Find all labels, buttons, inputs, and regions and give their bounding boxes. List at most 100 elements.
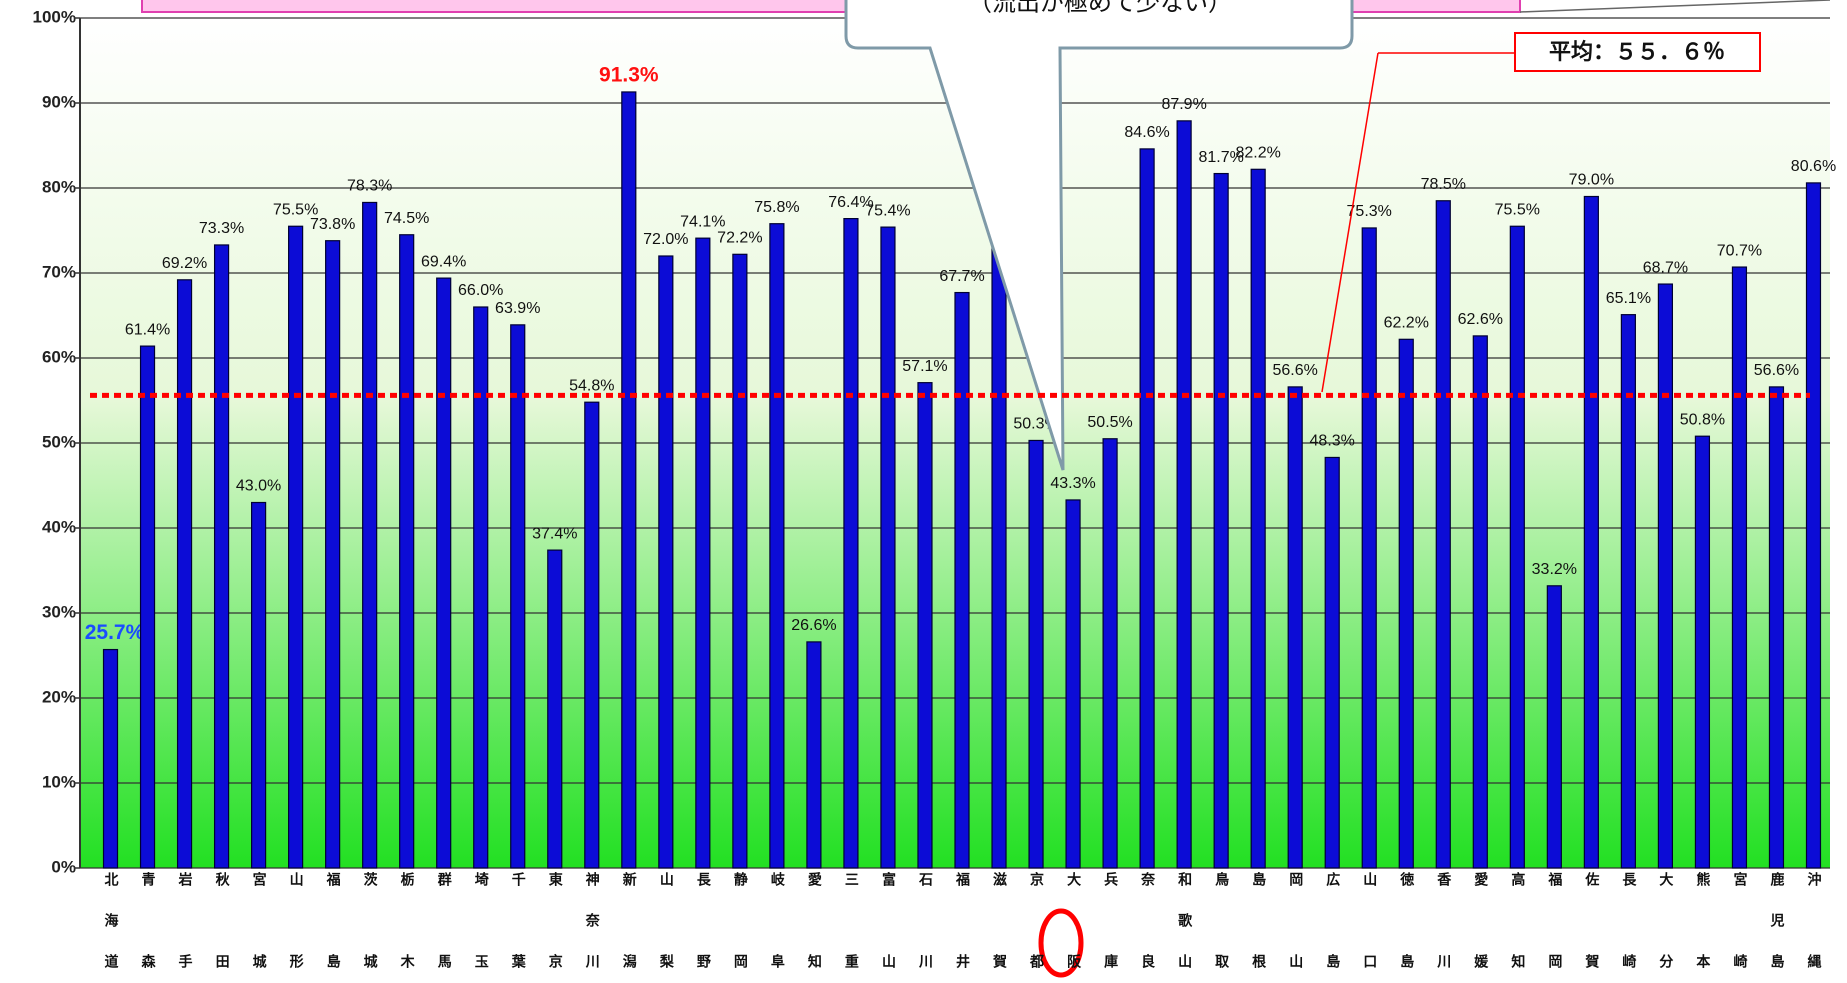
x-tick-label: 和歌山 xyxy=(1176,872,1193,968)
data-label: 74.5% xyxy=(384,210,429,227)
bar xyxy=(658,255,674,869)
data-label: 80.6% xyxy=(1791,158,1836,175)
bar xyxy=(1028,439,1044,869)
average-label: 平均：５５．６％ xyxy=(1549,39,1725,64)
x-tick-label: 新潟 xyxy=(620,872,637,968)
bar xyxy=(621,91,637,869)
average-label-box xyxy=(1514,32,1761,72)
x-tick-label: 栃木 xyxy=(398,872,415,968)
bar xyxy=(1435,200,1451,869)
data-label: 82.2% xyxy=(1235,145,1280,162)
bar xyxy=(1768,386,1785,869)
data-label: 75.5% xyxy=(273,201,318,218)
data-label: 72.2% xyxy=(717,230,762,247)
x-tick-label: 秋田 xyxy=(213,872,230,968)
bar xyxy=(991,221,1007,869)
bar xyxy=(1694,435,1711,869)
data-label: 67.7% xyxy=(939,268,984,285)
bar xyxy=(176,279,193,869)
data-label: 66.0% xyxy=(458,282,503,299)
x-tick-label: 岡山 xyxy=(1287,872,1304,968)
bar xyxy=(1213,172,1229,869)
y-tick-label: 50% xyxy=(42,432,76,451)
bar xyxy=(1250,168,1266,869)
data-label: 76.4% xyxy=(828,194,873,211)
bar xyxy=(213,244,230,869)
x-tick-label: 神奈川 xyxy=(583,872,600,968)
data-label: 70.7% xyxy=(1717,242,1762,259)
bar xyxy=(1472,335,1488,869)
x-tick-label: 福井 xyxy=(954,872,970,968)
data-label: 84.6% xyxy=(1124,124,1169,141)
x-tick-label: 群馬 xyxy=(435,872,452,968)
x-tick-label: 福岡 xyxy=(1546,872,1563,968)
data-label: 91.3% xyxy=(599,63,659,86)
data-label: 78.3% xyxy=(347,178,392,195)
bar xyxy=(1361,227,1377,869)
x-tick-label: 愛媛 xyxy=(1472,872,1489,968)
bar xyxy=(695,237,711,869)
x-tick-label: 静岡 xyxy=(731,872,748,968)
x-tick-label: 北海道 xyxy=(102,872,119,968)
x-tick-label: 山形 xyxy=(287,872,304,968)
y-tick-label: 0% xyxy=(51,857,76,876)
x-tick-label: 大分 xyxy=(1657,872,1674,968)
y-tick-label: 100% xyxy=(33,7,76,26)
bar xyxy=(362,201,378,869)
bar xyxy=(473,306,489,869)
x-tick-label: 長野 xyxy=(694,872,711,968)
bar xyxy=(1176,120,1192,869)
data-label: 75.3% xyxy=(1347,203,1392,220)
x-tick-label: 鳥取 xyxy=(1213,872,1230,968)
x-tick-label: 佐賀 xyxy=(1583,872,1600,968)
data-label: 50.8% xyxy=(1680,411,1725,428)
data-label: 54.8% xyxy=(569,377,614,394)
bar xyxy=(732,253,748,869)
bar xyxy=(954,291,970,869)
bar xyxy=(102,648,119,869)
callout: （流出が極めて少ない） xyxy=(844,0,1354,471)
x-tick-label: 徳島 xyxy=(1398,872,1415,968)
bar xyxy=(325,240,341,869)
bar xyxy=(1657,283,1674,869)
data-label: 73.8% xyxy=(310,216,355,233)
data-label: 25.7% xyxy=(85,621,145,644)
x-tick-label: 茨城 xyxy=(361,872,378,968)
bar xyxy=(1583,195,1599,869)
bar xyxy=(250,501,267,869)
data-label: 72.0% xyxy=(643,231,688,248)
x-tick-label: 青森 xyxy=(139,872,156,968)
bar xyxy=(1102,438,1118,869)
x-tick-label: 富山 xyxy=(879,872,896,968)
y-tick-label: 90% xyxy=(42,92,76,111)
bar xyxy=(1287,386,1303,869)
top-connector xyxy=(1519,0,1831,13)
data-label: 56.6% xyxy=(1273,362,1318,379)
data-label: 74.1% xyxy=(680,213,725,230)
bar xyxy=(436,277,452,869)
bar xyxy=(880,226,896,869)
data-label: 48.3% xyxy=(1310,433,1355,450)
data-label: 87.9% xyxy=(1161,96,1206,113)
data-label: 33.2% xyxy=(1532,561,1577,578)
callout-bubble xyxy=(844,0,1354,471)
x-tick-label: 広島 xyxy=(1324,872,1341,968)
bar xyxy=(1805,182,1822,869)
bar xyxy=(1065,499,1081,869)
x-tick-label: 宮崎 xyxy=(1731,872,1748,968)
data-label: 56.6% xyxy=(1754,362,1799,379)
bar xyxy=(1509,225,1525,869)
data-label: 37.4% xyxy=(532,525,577,542)
callout-text: （流出が極めて少ない） xyxy=(968,0,1232,16)
data-label: 63.9% xyxy=(495,300,540,317)
data-label: 26.6% xyxy=(791,617,836,634)
x-tick-label: 山梨 xyxy=(657,872,674,968)
bar xyxy=(1731,266,1748,869)
bar xyxy=(1398,338,1414,869)
x-tick-label: 島根 xyxy=(1250,872,1267,968)
bar xyxy=(1546,585,1562,869)
x-tick-label: 兵庫 xyxy=(1102,872,1119,968)
average-connector xyxy=(1321,52,1379,393)
y-tick-label: 20% xyxy=(42,687,76,706)
bar xyxy=(1139,148,1155,869)
